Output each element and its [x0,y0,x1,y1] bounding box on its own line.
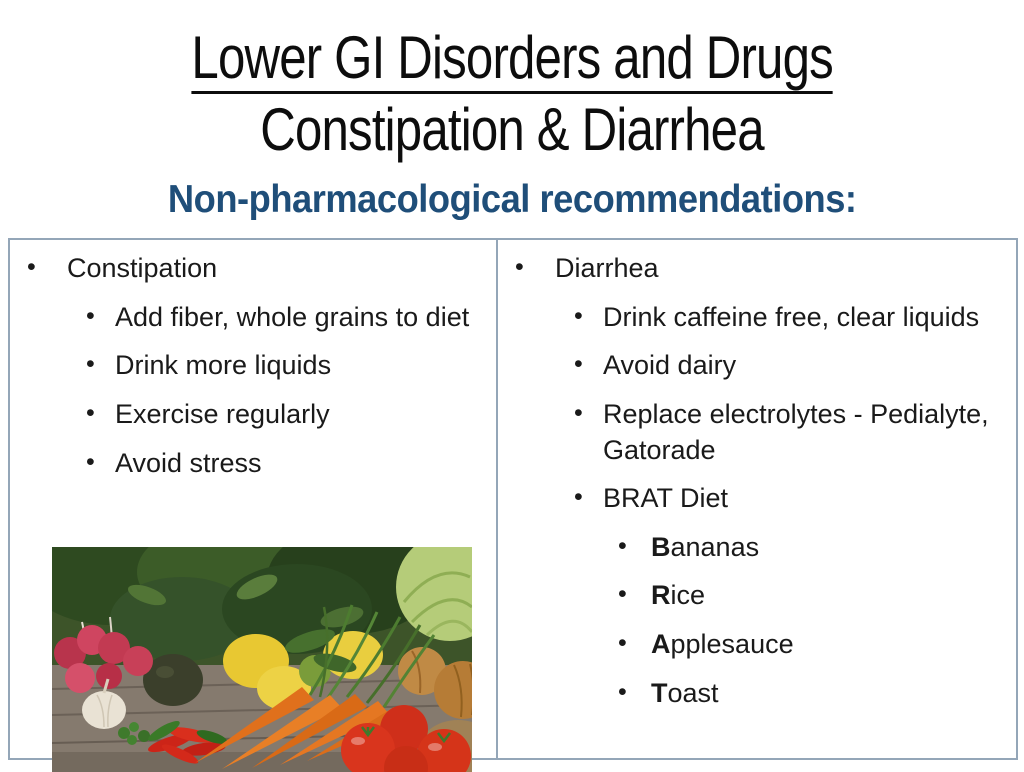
page-title-line1: Lower GI Disorders and Drugs [0,28,1024,94]
list-item: • Drink caffeine free, clear liquids [498,300,1016,336]
list-item-label: Avoid stress [115,447,262,478]
list-item-label: Avoid dairy [603,350,737,381]
bullet-dot-icon: • [618,580,627,609]
brat-item-rice: Rice [651,578,1016,614]
bullet-dot-icon: • [515,253,524,281]
page-title-line1-text: Lower GI Disorders and Drugs [191,28,834,94]
list-item: • BRAT Diet [498,481,1016,517]
list-item: • Constipation [10,251,496,287]
subtitle-text: Non-pharmacological recommendations: [167,178,857,221]
brat-rest: oast [667,677,719,708]
list-item-label: Drink more liquids [115,350,332,381]
brat-rest: ice [670,580,706,611]
brat-item-bananas: Bananas [651,530,1016,566]
page-title-line2-text: Constipation & Diarrhea [260,96,764,163]
brat-bold-letter: R [651,580,671,611]
bullet-dot-icon: • [574,301,583,330]
brat-rest: pplesauce [670,629,794,659]
bullet-dot-icon: • [574,483,583,512]
list-item: • Exercise regularly [10,397,496,433]
list-item: • Rice [498,578,1016,614]
brat-item-toast: Toast [651,676,1016,712]
list-item: • Toast [498,676,1016,712]
bullet-dot-icon: • [86,398,95,427]
list-item: • Avoid dairy [498,348,1016,384]
bullet-dot-icon: • [27,253,36,281]
bullet-dot-icon: • [574,350,583,379]
list-item-label: BRAT Diet [603,483,729,514]
vegetables-image [52,547,472,772]
constipation-cell: • Constipation • Add fiber, whole grains… [10,240,498,772]
brat-bold-letter: B [651,531,671,562]
bullet-dot-icon: • [86,301,95,330]
bullet-dot-icon: • [86,447,95,476]
bullet-dot-icon: • [618,677,627,706]
list-item: • Applesauce [498,627,1016,663]
bullet-dot-icon: • [618,531,627,560]
list-item-label: Add fiber, whole grains to diet [115,301,470,332]
subtitle: Non-pharmacological recommendations: [0,180,1024,219]
slide-header: Lower GI Disorders and Drugs Constipatio… [0,0,1024,220]
diarrhea-cell: • Diarrhea • Drink caffeine free, clear … [498,240,1016,758]
list-item: • Bananas [498,530,1016,566]
bullet-dot-icon: • [86,350,95,379]
list-item-label: Exercise regularly [115,398,330,429]
recommendations-table: • Constipation • Add fiber, whole grains… [8,238,1018,772]
bullet-dot-icon: • [574,398,583,427]
brat-bold-letter: A [651,629,671,659]
brat-bold-letter: T [651,677,668,708]
diarrhea-heading: Diarrhea [555,253,659,283]
list-item: • Avoid stress [10,446,496,482]
list-item: • Diarrhea [498,251,1016,287]
page-title-line2: Constipation & Diarrhea [0,100,1024,160]
brat-rest: ananas [670,531,760,562]
list-item: • Add fiber, whole grains to diet [10,300,496,336]
brat-item-applesauce: Applesauce [651,627,1016,663]
list-item: • Drink more liquids [10,348,496,384]
list-item-label: Drink caffeine free, clear liquids [603,301,980,332]
list-item-label: Replace electrolytes - Pedialyte, Gatora… [603,398,989,465]
list-item: • Replace electrolytes - Pedialyte, Gato… [498,397,1016,468]
vegetables-photo-graphic [52,547,472,772]
constipation-heading: Constipation [67,253,218,283]
bullet-dot-icon: • [618,629,627,657]
